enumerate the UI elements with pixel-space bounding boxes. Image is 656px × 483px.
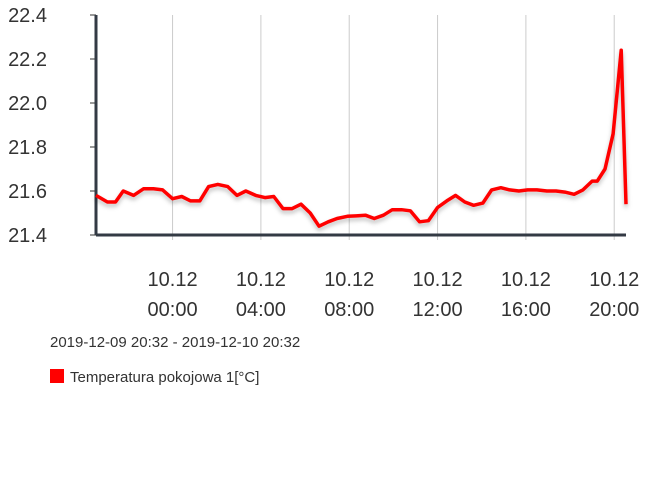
x-tick-label-line: 10.12 bbox=[589, 269, 639, 291]
x-tick-label-line: 12:00 bbox=[413, 299, 463, 321]
x-tick-label-line: 10.12 bbox=[413, 269, 463, 291]
x-tick-label-line: 10.12 bbox=[236, 269, 286, 291]
legend-label: Temperatura pokojowa 1[°C] bbox=[70, 369, 259, 386]
data-line bbox=[95, 48, 628, 228]
x-tick-label-line: 08:00 bbox=[324, 299, 374, 321]
x-tick-label: 10.12 20:00 bbox=[589, 269, 639, 321]
y-tick-label: 21.8 bbox=[8, 137, 47, 159]
x-tick-label-line: 10.12 bbox=[324, 269, 374, 291]
x-tick-label-line: 20:00 bbox=[589, 299, 639, 321]
y-tick-label: 22.0 bbox=[8, 93, 47, 115]
x-tick-label-line: 04:00 bbox=[236, 299, 286, 321]
x-tick-label-line: 10.12 bbox=[148, 269, 198, 291]
legend-swatch bbox=[50, 369, 64, 383]
x-tick-label-line: 10.12 bbox=[501, 269, 551, 291]
y-tick-label: 21.4 bbox=[8, 225, 47, 247]
x-tick-label: 10.12 04:00 bbox=[236, 269, 286, 321]
y-tick-label: 21.6 bbox=[8, 181, 47, 203]
x-tick-label: 10.12 00:00 bbox=[148, 269, 198, 321]
x-tick-label-line: 00:00 bbox=[148, 299, 198, 321]
y-tick-label: 22.4 bbox=[8, 5, 47, 27]
subtitle: 2019-12-09 20:32 - 2019-12-10 20:32 bbox=[50, 334, 300, 351]
x-tick-label-line: 16:00 bbox=[501, 299, 551, 321]
y-tick-label: 22.2 bbox=[8, 49, 47, 71]
x-tick-label: 10.12 12:00 bbox=[413, 269, 463, 321]
x-tick-label: 10.12 08:00 bbox=[324, 269, 374, 321]
x-tick-label: 10.12 16:00 bbox=[501, 269, 551, 321]
